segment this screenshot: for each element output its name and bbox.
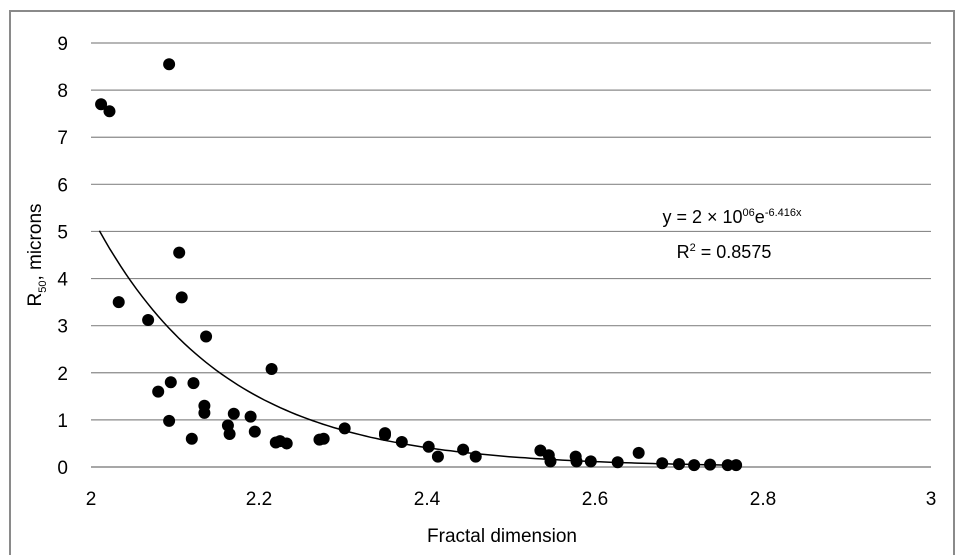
data-point [611,456,624,469]
data-point [395,436,408,449]
x-tick-label: 2.2 [246,489,272,510]
y-tick-label: 4 [57,270,68,291]
data-point [200,330,213,343]
data-point [103,105,116,118]
data-point [704,458,717,471]
data-point [632,446,645,459]
y-tick-labels: 0 1 2 3 4 5 6 7 8 9 [57,34,68,479]
x-tick-label: 3 [926,489,937,510]
data-point [227,407,240,420]
data-point [152,385,165,398]
data-point [673,458,685,471]
data-point [338,422,351,435]
data-point [175,291,188,304]
x-tick-label: 2 [86,489,97,510]
data-point [223,428,236,441]
trendline-equation: y = 2 × 1006e-6.416x [662,207,802,227]
x-tick-label: 2.6 [582,489,608,510]
trendline [98,230,738,466]
data-point [730,459,743,472]
chart-frame [9,10,955,555]
x-tick-label: 2.8 [750,489,776,510]
data-point [422,440,435,453]
y-tick-label: 0 [57,458,68,479]
data-point [656,457,669,470]
r-squared-label: R2 = 0.8575 [677,242,772,262]
data-point [142,314,155,327]
data-point [457,443,470,456]
y-tick-label: 1 [57,411,68,432]
y-tick-label: 3 [57,317,68,338]
data-point [265,363,278,376]
data-point [95,98,108,111]
y-tick-label: 7 [57,128,68,149]
data-point [544,455,557,468]
data-point [570,455,583,468]
x-tick-labels: 2 2.2 2.4 2.6 2.8 3 [86,489,937,510]
data-point [198,406,211,419]
data-point [584,455,597,468]
x-axis-title: Fractal dimension [427,526,577,547]
data-point [163,58,176,71]
y-tick-label: 2 [57,364,68,385]
y-tick-label: 5 [57,222,68,243]
data-points [95,58,743,472]
data-point [688,459,701,472]
data-point [248,425,261,438]
gridlines [91,42,931,468]
data-point [244,410,257,423]
data-point [379,428,391,441]
y-tick-label: 6 [57,175,68,196]
data-point [173,246,186,259]
y-tick-label: 8 [57,81,68,102]
data-point [431,450,444,463]
data-point [185,432,198,445]
data-point [469,450,482,463]
data-point [164,376,177,389]
data-point [721,459,734,472]
y-axis-title: R50, microns [25,203,49,306]
data-point [317,432,330,445]
data-point [112,296,125,309]
data-point [280,437,293,450]
x-tick-label: 2.4 [414,489,441,510]
data-point [163,414,176,427]
data-point [187,377,200,390]
y-tick-label: 9 [57,34,68,55]
